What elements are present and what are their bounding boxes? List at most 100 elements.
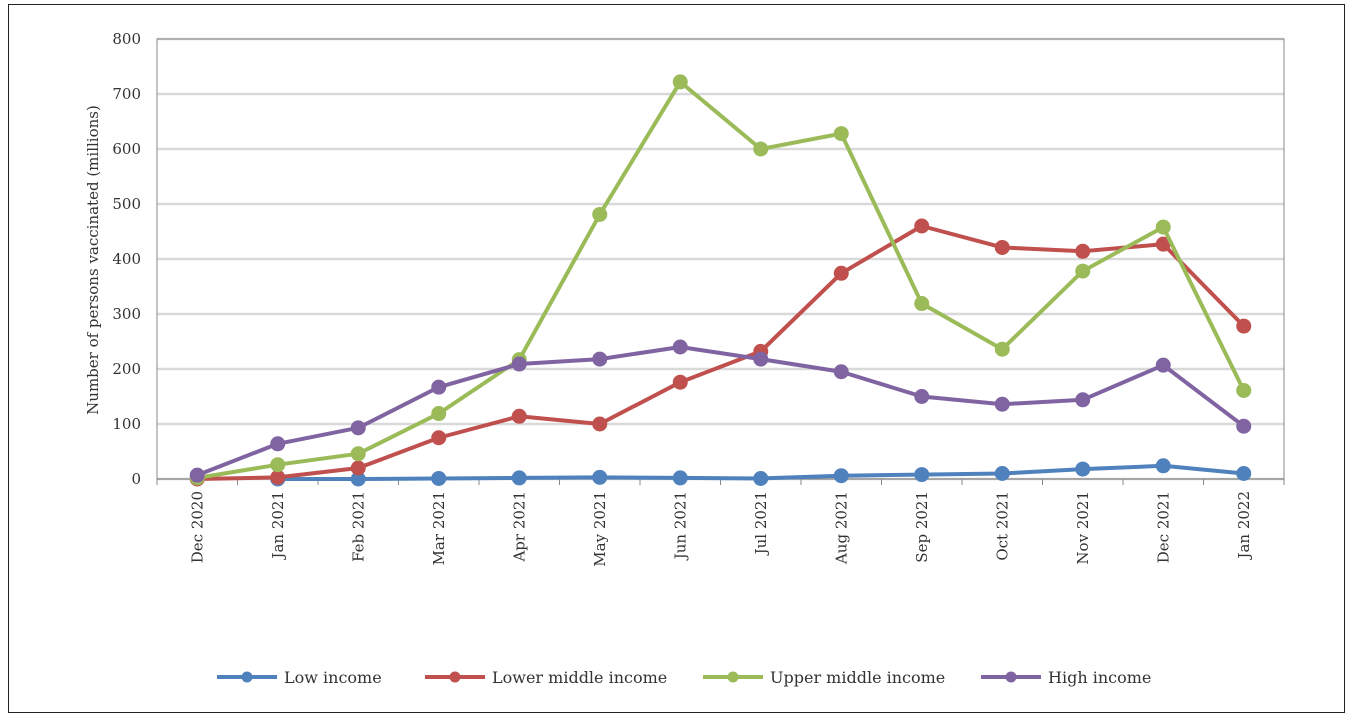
legend-swatch-marker bbox=[241, 671, 253, 683]
data-point bbox=[189, 467, 205, 483]
data-point bbox=[753, 141, 769, 157]
data-point bbox=[1075, 392, 1091, 408]
legend-item: Lower middle income bbox=[425, 668, 667, 687]
x-tick-label: Apr 2021 bbox=[510, 491, 528, 563]
data-point bbox=[914, 296, 930, 312]
x-tick-label: Dec 2021 bbox=[1154, 491, 1172, 563]
data-point bbox=[1236, 466, 1252, 481]
legend-swatch-marker bbox=[1005, 671, 1017, 683]
data-point bbox=[994, 341, 1010, 357]
y-tick-label: 400 bbox=[112, 250, 141, 268]
data-point bbox=[1236, 318, 1252, 334]
x-tick-label: Feb 2021 bbox=[349, 491, 367, 562]
x-tick-label: Jun 2021 bbox=[671, 491, 689, 561]
data-point bbox=[1075, 461, 1091, 477]
data-point bbox=[1155, 219, 1171, 235]
x-axis-ticks: Dec 2020 Jan 2021 Feb 2021 Mar 2021 Apr 2021… bbox=[156, 479, 1285, 567]
data-point bbox=[431, 406, 447, 422]
series-lines bbox=[189, 74, 1252, 487]
data-point bbox=[270, 469, 286, 485]
data-point bbox=[270, 457, 286, 473]
data-point bbox=[350, 460, 366, 476]
x-tick-label: Oct 2021 bbox=[993, 491, 1011, 561]
data-point bbox=[431, 379, 447, 395]
y-tick-label: 0 bbox=[131, 470, 141, 488]
data-point bbox=[994, 466, 1010, 481]
data-point bbox=[1155, 357, 1171, 373]
data-point bbox=[511, 470, 527, 486]
data-point bbox=[994, 396, 1010, 412]
y-tick-label: 300 bbox=[112, 305, 141, 323]
legend-item: Low income bbox=[217, 668, 382, 687]
legend-item: Upper middle income bbox=[703, 668, 945, 687]
x-tick-label: Aug 2021 bbox=[832, 491, 850, 565]
data-point bbox=[592, 416, 608, 432]
data-point bbox=[1155, 458, 1171, 474]
x-tick-label: Sep 2021 bbox=[913, 491, 931, 563]
data-point bbox=[753, 351, 769, 367]
chart-frame bbox=[8, 4, 1345, 713]
x-tick-label: Jan 2022 bbox=[1235, 491, 1253, 561]
data-point bbox=[914, 467, 930, 483]
data-point bbox=[1236, 382, 1252, 398]
data-point bbox=[833, 265, 849, 281]
series-line bbox=[196, 345, 1245, 478]
x-tick-label: Jan 2021 bbox=[269, 491, 287, 561]
data-point bbox=[511, 356, 527, 372]
data-point bbox=[914, 218, 930, 234]
data-point bbox=[1155, 236, 1171, 252]
series-0 bbox=[270, 458, 1252, 487]
data-point bbox=[753, 470, 769, 486]
y-tick-label: 600 bbox=[112, 140, 141, 158]
data-point bbox=[592, 351, 608, 367]
gridlines bbox=[157, 37, 1284, 481]
data-point bbox=[833, 468, 849, 484]
data-point bbox=[672, 470, 688, 486]
y-tick-label: 800 bbox=[112, 30, 141, 48]
legend-label: Low income bbox=[284, 668, 382, 687]
data-point bbox=[431, 430, 447, 446]
legend-swatch-marker bbox=[449, 671, 461, 683]
legend: Low income Lower middle income Upper middl… bbox=[217, 668, 1151, 687]
data-point bbox=[1236, 418, 1252, 434]
x-tick-label: Dec 2020 bbox=[188, 491, 206, 563]
legend-item: High income bbox=[981, 668, 1151, 687]
series-2 bbox=[189, 74, 1252, 486]
data-point bbox=[592, 206, 608, 222]
data-point bbox=[350, 446, 366, 462]
data-point bbox=[511, 408, 527, 424]
x-tick-label: Mar 2021 bbox=[430, 491, 448, 565]
data-point bbox=[914, 389, 930, 404]
legend-label: Upper middle income bbox=[770, 668, 945, 687]
data-point bbox=[833, 126, 849, 142]
data-point bbox=[672, 339, 688, 355]
y-tick-label: 100 bbox=[112, 415, 141, 433]
series-3 bbox=[189, 339, 1252, 483]
legend-label: Lower middle income bbox=[492, 668, 667, 687]
data-point bbox=[994, 239, 1010, 255]
data-point bbox=[592, 469, 608, 485]
x-tick-label: Nov 2021 bbox=[1074, 491, 1092, 565]
data-point bbox=[1075, 243, 1091, 259]
data-point bbox=[431, 470, 447, 486]
x-tick-label: May 2021 bbox=[591, 491, 609, 567]
data-point bbox=[270, 436, 286, 452]
data-point bbox=[672, 74, 688, 90]
data-point bbox=[350, 471, 366, 487]
x-tick-label: Jul 2021 bbox=[752, 491, 770, 556]
y-tick-label: 200 bbox=[112, 360, 141, 378]
y-axis-label: Number of persons vaccinated (millions) bbox=[84, 105, 102, 415]
series-line bbox=[196, 79, 1246, 480]
series-1 bbox=[189, 218, 1252, 487]
data-point bbox=[672, 374, 688, 390]
legend-swatch-marker bbox=[727, 671, 739, 683]
y-axis-ticks: 0 100 200 300 400 500 600 700 800 bbox=[112, 30, 141, 488]
y-tick-label: 700 bbox=[112, 85, 141, 103]
data-point bbox=[833, 364, 849, 380]
data-point bbox=[350, 420, 366, 436]
data-point bbox=[1075, 263, 1091, 279]
y-tick-label: 500 bbox=[112, 195, 141, 213]
series-line bbox=[197, 224, 1246, 481]
legend-label: High income bbox=[1048, 668, 1151, 687]
